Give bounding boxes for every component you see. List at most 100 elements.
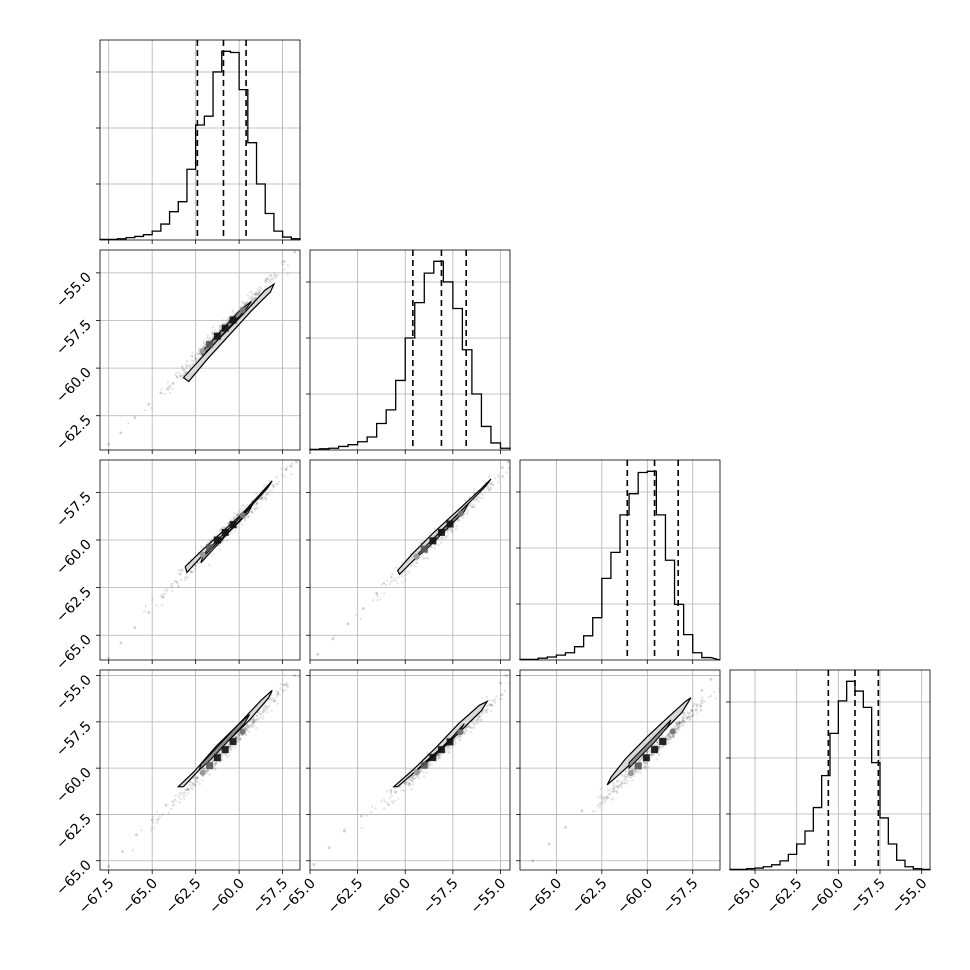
cloud-point — [463, 512, 466, 516]
cloud-point — [223, 526, 226, 529]
cloud-point — [184, 371, 188, 374]
cloud-point — [665, 734, 668, 737]
scatter-point — [171, 381, 175, 385]
cloud-point — [615, 779, 619, 783]
cloud-point — [501, 475, 504, 478]
cloud-point — [187, 788, 190, 791]
cloud-point — [166, 380, 170, 384]
cloud-point — [177, 795, 181, 799]
cloud-point — [257, 292, 260, 295]
cloud-point — [275, 475, 278, 479]
cloud-point — [371, 599, 375, 602]
cloud-point — [487, 475, 491, 479]
scatter-point — [282, 260, 286, 263]
cloud-point — [682, 715, 686, 718]
cloud-point — [198, 782, 202, 786]
cloud-point — [380, 583, 384, 586]
y-tick-label: −55.0 — [53, 672, 95, 714]
cloud-point — [493, 698, 497, 701]
cloud-point — [677, 724, 680, 727]
cloud-point — [696, 712, 699, 715]
core-square — [221, 528, 229, 536]
cloud-point — [406, 781, 409, 784]
cloud-point — [620, 785, 623, 789]
cloud-point — [175, 375, 179, 379]
cloud-point — [127, 422, 130, 425]
cloud-point — [465, 726, 468, 729]
cloud-point — [253, 507, 257, 511]
cloud-point — [196, 352, 199, 355]
cloud-point — [446, 531, 450, 534]
cloud-point — [278, 693, 282, 696]
cloud-point — [472, 726, 476, 729]
contour-inner — [628, 719, 672, 770]
cloud-point — [195, 780, 199, 783]
panel-content — [100, 670, 300, 870]
cloud-point — [427, 557, 430, 560]
cloud-point — [374, 807, 377, 810]
y-tick-label: −60.0 — [53, 765, 95, 807]
cloud-point — [439, 756, 442, 759]
cloud-point — [235, 513, 239, 516]
scatter-point — [107, 656, 111, 660]
cloud-point — [273, 272, 276, 275]
hist-panel-2 — [516, 459, 721, 664]
cloud-point — [254, 502, 257, 505]
cloud-point — [472, 505, 476, 509]
cloud-point — [390, 576, 393, 579]
cloud-point — [498, 697, 501, 701]
cloud-point — [254, 292, 257, 295]
axes-frame — [99, 669, 301, 871]
cloud-point — [463, 731, 467, 734]
cloud-point — [408, 784, 411, 788]
cloud-point — [500, 693, 503, 696]
cloud-point — [279, 683, 283, 686]
cloud-point — [251, 721, 254, 725]
cloud-point — [639, 758, 642, 762]
cloud-point — [180, 569, 183, 573]
cloud-point — [700, 708, 703, 712]
cloud-point — [254, 726, 258, 730]
scatter-point — [147, 402, 151, 406]
density-core — [199, 728, 246, 776]
cloud-point — [391, 572, 394, 575]
cloud-point — [668, 736, 672, 739]
cloud-point — [282, 689, 285, 692]
cloud-point — [403, 782, 407, 785]
cloud-point — [220, 540, 223, 544]
cloud-point — [593, 809, 596, 813]
cloud-point — [289, 465, 292, 468]
cloud-point — [205, 769, 208, 773]
cloud-point — [437, 543, 440, 547]
cloud-point — [437, 756, 440, 759]
cloud-point — [657, 745, 661, 749]
density-core — [413, 510, 464, 560]
core-square — [206, 340, 214, 348]
cloud-point — [171, 800, 175, 804]
cloud-point — [623, 778, 626, 782]
cloud-point — [602, 798, 605, 801]
cloud-point — [173, 373, 177, 377]
cloud-point — [674, 727, 678, 731]
cloud-point — [661, 745, 664, 749]
cloud-point — [270, 709, 273, 712]
cloud-point — [222, 319, 225, 322]
cloud-point — [241, 503, 245, 507]
cloud-point — [612, 787, 615, 790]
cloud-point — [691, 710, 694, 713]
cloud-point — [622, 775, 625, 778]
cloud-point — [258, 292, 262, 295]
cloud-point — [248, 730, 251, 734]
cloud-point — [427, 765, 431, 768]
cloud-point — [194, 567, 197, 571]
cloud-point — [691, 709, 695, 712]
cloud-point — [389, 790, 393, 794]
cloud-point — [177, 569, 180, 572]
cloud-point — [185, 363, 188, 366]
cloud-point — [171, 800, 175, 803]
cloud-point — [242, 304, 245, 307]
cloud-point — [370, 805, 374, 808]
cloud-point — [683, 720, 687, 724]
cloud-point — [669, 737, 672, 741]
scatter-point — [107, 864, 111, 868]
